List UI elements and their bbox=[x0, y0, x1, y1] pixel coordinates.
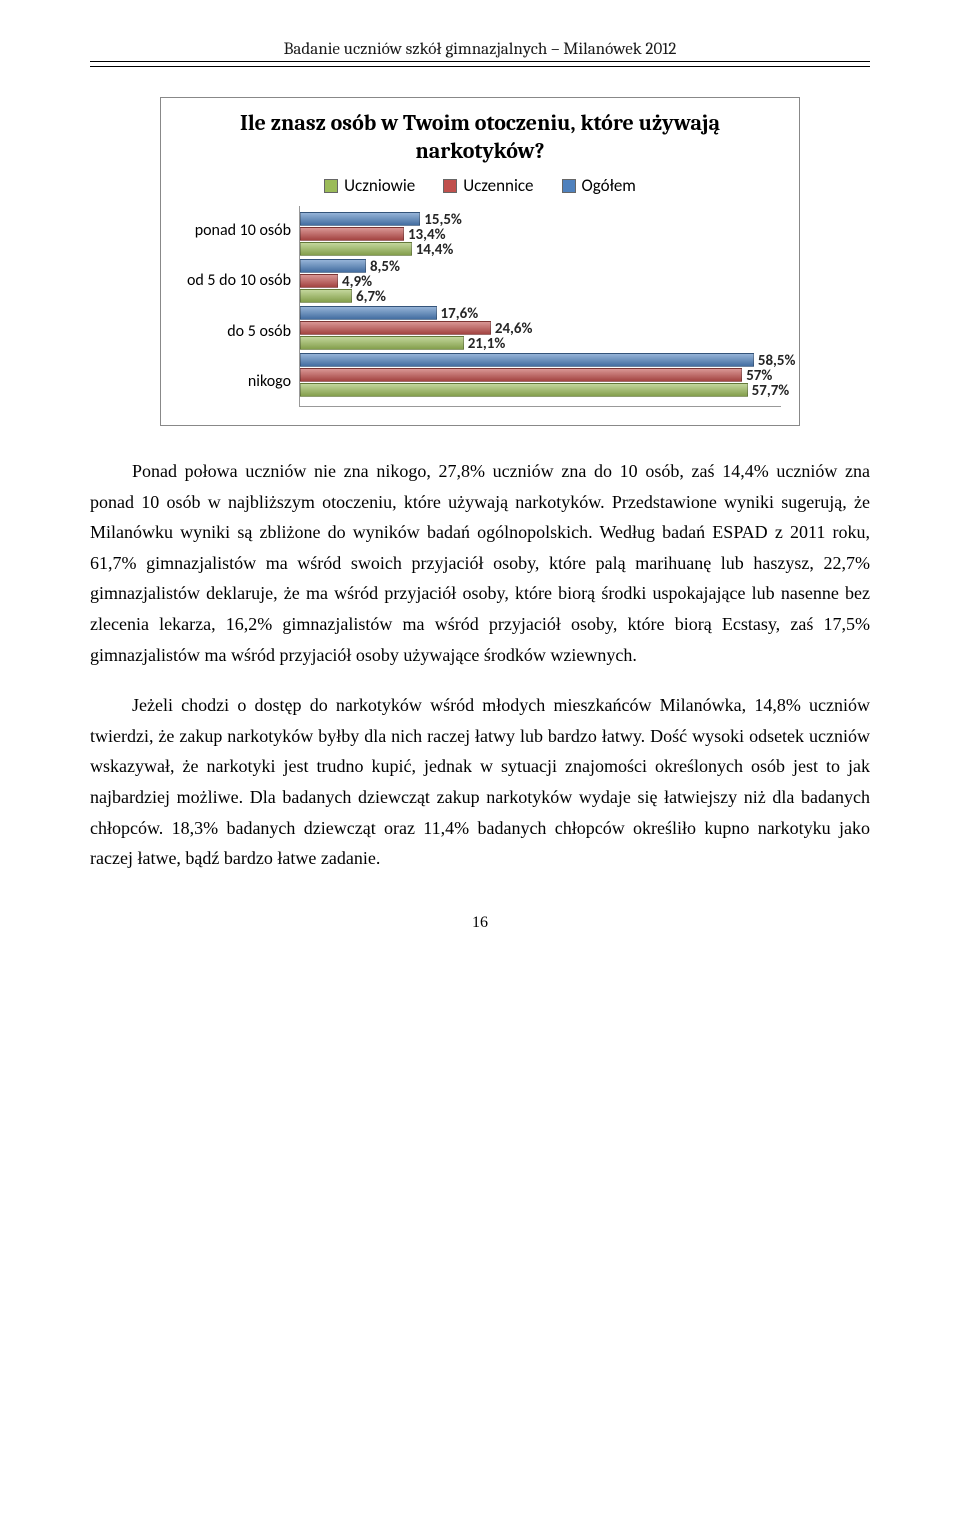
bar-face bbox=[300, 336, 464, 350]
bar-face bbox=[300, 259, 366, 273]
bar: 13,4% bbox=[300, 227, 781, 241]
chart-title: Ile znasz osób w Twoim otoczeniu, które … bbox=[179, 110, 781, 165]
bar: 24,6% bbox=[300, 321, 781, 335]
page-number: 16 bbox=[90, 914, 870, 932]
bar-value-label: 14,4% bbox=[416, 241, 454, 259]
chart-area: ponad 10 osób od 5 do 10 osób do 5 osób … bbox=[179, 206, 781, 407]
bar: 58,5% bbox=[300, 353, 781, 367]
legend-label: Uczennice bbox=[463, 175, 533, 196]
bar-group: 15,5%13,4%14,4% bbox=[300, 212, 781, 256]
chart-legend: Uczniowie Uczennice Ogółem bbox=[179, 175, 781, 196]
category-label: od 5 do 10 osób bbox=[179, 273, 291, 289]
bar-value-label: 6,7% bbox=[356, 288, 386, 306]
bar-value-label: 57,7% bbox=[752, 382, 790, 400]
bar: 14,4% bbox=[300, 242, 781, 256]
bar-value-label: 21,1% bbox=[468, 335, 506, 353]
bar: 57% bbox=[300, 368, 781, 382]
legend-item: Uczniowie bbox=[324, 175, 415, 196]
bar-group: 17,6%24,6%21,1% bbox=[300, 306, 781, 350]
bar-face bbox=[300, 242, 412, 256]
legend-swatch bbox=[443, 179, 457, 193]
bar-face bbox=[300, 289, 352, 303]
bar-face bbox=[300, 383, 748, 397]
bar: 8,5% bbox=[300, 259, 781, 273]
bar-group: 8,5%4,9%6,7% bbox=[300, 259, 781, 303]
bar: 6,7% bbox=[300, 289, 781, 303]
chart-plot: 15,5%13,4%14,4%8,5%4,9%6,7%17,6%24,6%21,… bbox=[299, 206, 781, 407]
bar-face bbox=[300, 227, 404, 241]
bar: 4,9% bbox=[300, 274, 781, 288]
bar-face bbox=[300, 274, 338, 288]
bar: 17,6% bbox=[300, 306, 781, 320]
bar: 15,5% bbox=[300, 212, 781, 226]
bar-face bbox=[300, 321, 491, 335]
legend-item: Ogółem bbox=[562, 175, 636, 196]
bar: 21,1% bbox=[300, 336, 781, 350]
header-rule-top bbox=[90, 61, 870, 62]
legend-item: Uczennice bbox=[443, 175, 533, 196]
header-rule-bottom bbox=[90, 66, 870, 67]
bar-face bbox=[300, 212, 420, 226]
category-label: nikogo bbox=[179, 374, 291, 390]
legend-swatch bbox=[562, 179, 576, 193]
paragraph: Jeżeli chodzi o dostęp do narkotyków wśr… bbox=[90, 690, 870, 874]
paragraph: Ponad połowa uczniów nie zna nikogo, 27,… bbox=[90, 456, 870, 670]
category-label: ponad 10 osób bbox=[179, 223, 291, 239]
category-axis: ponad 10 osób od 5 do 10 osób do 5 osób … bbox=[179, 206, 299, 407]
category-label: do 5 osób bbox=[179, 324, 291, 340]
legend-label: Ogółem bbox=[582, 175, 636, 196]
bar-group: 58,5%57%57,7% bbox=[300, 353, 781, 397]
chart-container: Ile znasz osób w Twoim otoczeniu, które … bbox=[160, 97, 800, 426]
legend-swatch bbox=[324, 179, 338, 193]
bar-face bbox=[300, 368, 742, 382]
page-header: Badanie uczniów szkół gimnazjalnych – Mi… bbox=[90, 40, 870, 61]
bar-face bbox=[300, 306, 437, 320]
bar-face bbox=[300, 353, 754, 367]
bar: 57,7% bbox=[300, 383, 781, 397]
legend-label: Uczniowie bbox=[344, 175, 415, 196]
